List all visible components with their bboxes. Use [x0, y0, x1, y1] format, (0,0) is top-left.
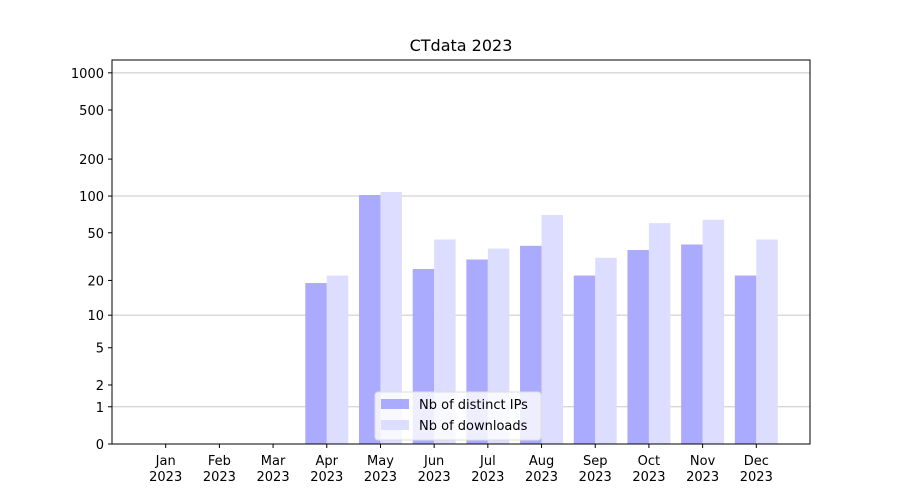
- x-tick-label: Jun 2023: [418, 454, 451, 485]
- bar: [326, 275, 349, 444]
- legend-swatch: [381, 420, 409, 430]
- bar: [734, 275, 757, 444]
- chart-title: CTdata 2023: [410, 36, 513, 55]
- bar: [681, 244, 703, 444]
- x-tick-label: May 2023: [364, 454, 397, 485]
- bar: [595, 257, 617, 444]
- y-tick-label: 500: [79, 104, 104, 119]
- y-tick-label: 50: [87, 227, 104, 242]
- y-tick-label: 1000: [71, 67, 104, 82]
- legend: Nb of distinct IPs Nb of downloads: [374, 391, 542, 441]
- legend-label: Nb of distinct IPs: [419, 398, 528, 413]
- bar: [380, 191, 402, 444]
- x-tick-label: Jul 2023: [471, 454, 504, 485]
- x-tick-label: Nov 2023: [686, 454, 719, 485]
- y-tick-label: 100: [79, 190, 104, 205]
- x-tick-label: Sep 2023: [579, 454, 612, 485]
- legend-box: [374, 391, 542, 441]
- x-tick-label: Aug 2023: [525, 454, 558, 485]
- legend-label: Nb of downloads: [419, 419, 528, 434]
- x-tick-label: Apr 2023: [310, 454, 343, 485]
- y-tick-label: 20: [87, 274, 104, 289]
- y-tick-label: 10: [87, 309, 104, 324]
- y-tick-label: 5: [96, 342, 104, 357]
- bar: [305, 283, 327, 444]
- x-tick-label: Jan 2023: [149, 454, 182, 485]
- plot-frame: [111, 59, 811, 445]
- y-tick-label: 1: [96, 401, 104, 416]
- x-tick-label: Mar 2023: [257, 454, 290, 485]
- bar: [358, 195, 381, 444]
- x-tick-label: Oct 2023: [632, 454, 665, 485]
- y-tick-label: 0: [96, 438, 104, 453]
- y-tick-label: 200: [79, 153, 104, 168]
- x-tick-label: Dec 2023: [740, 454, 773, 485]
- bar: [648, 223, 671, 444]
- legend-swatch: [381, 399, 409, 409]
- y-tick-label: 2: [96, 379, 104, 394]
- x-tick-label: Feb 2023: [203, 454, 236, 485]
- bar: [756, 239, 778, 444]
- bar: [573, 275, 596, 444]
- bar: [541, 214, 564, 444]
- bar: [702, 219, 725, 444]
- bar: [627, 250, 649, 444]
